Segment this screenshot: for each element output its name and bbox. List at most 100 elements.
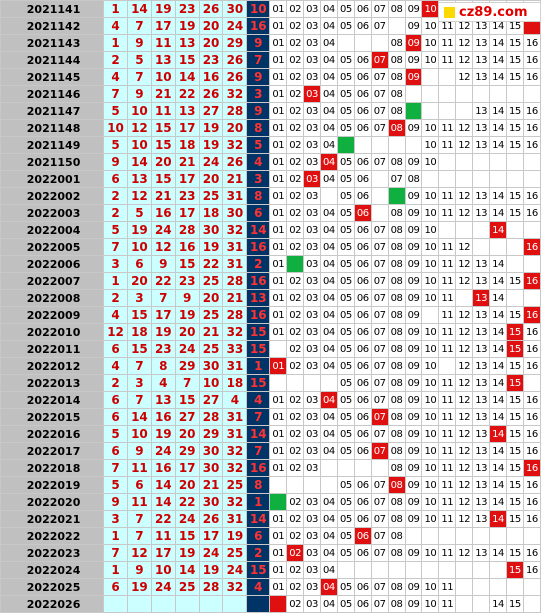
trend-cell: 12 <box>455 493 474 511</box>
blue-ball: 7 <box>246 442 271 460</box>
trend-cell: 13 <box>472 459 491 477</box>
trend-cell <box>353 34 372 52</box>
trend-cell: 13 <box>472 442 491 460</box>
blue-hit-cell: 15 <box>505 340 524 358</box>
red-ball: 22 <box>150 272 176 290</box>
trend-cell: 03 <box>303 493 321 511</box>
trend-cell: 02 <box>286 595 305 613</box>
blue-ball: 13 <box>246 289 271 307</box>
trend-cell: 01 <box>269 459 288 477</box>
trend-cell: 12 <box>455 272 474 290</box>
red-ball: 7 <box>103 238 128 256</box>
blue-ball: 15 <box>246 561 271 579</box>
trend-cell: 03 <box>303 153 321 171</box>
trend-cell: 07 <box>370 68 389 86</box>
red-ball: 20 <box>174 425 200 443</box>
draw-row: 2021147 5 10 11 13 27 28 9 01 02 03 04 05 06 07 08 13 14 1… <box>0 102 541 120</box>
trend-cell: 12 <box>455 459 474 477</box>
draw-row: 2022007 1 20 22 23 25 28 16 01 02 03 04 05 06 07 08 09 10… <box>0 272 541 290</box>
trend-cell <box>489 561 507 579</box>
draw-row: 2022003 2 5 16 17 18 30 6 01 02 03 04 05 06 08 09 10 11 12… <box>0 204 541 222</box>
trend-cell: 03 <box>303 289 321 307</box>
trend-cell <box>522 527 541 545</box>
trend-cell: 06 <box>353 170 372 188</box>
trend-cell <box>472 85 491 103</box>
trend-cell: 08 <box>387 306 406 324</box>
red-ball: 13 <box>150 51 176 69</box>
red-ball: 24 <box>174 510 200 528</box>
trend-cell: 12 <box>455 357 474 375</box>
draw-row: 2022001 6 13 15 17 20 21 3 01 02 03 04 05 06 07 08 <box>0 170 541 188</box>
period-number: 2022017 <box>0 442 105 460</box>
trend-cell: 06 <box>353 153 372 171</box>
blue-ball: 16 <box>246 238 271 256</box>
red-ball: 21 <box>222 289 248 307</box>
trend-cell <box>319 459 338 477</box>
trend-cell: 16 <box>522 425 541 443</box>
draw-row: 2021148 10 12 15 17 19 20 8 01 02 03 04 05 06 07 08 09 10… <box>0 119 541 137</box>
draw-row: 2021143 1 9 11 13 20 29 9 01 02 03 04 08 09 10 11 12 13 14… <box>0 34 541 52</box>
red-ball: 10 <box>126 136 152 154</box>
trend-cell: 06 <box>353 323 372 341</box>
trend-cell: 15 <box>505 595 524 613</box>
trend-cell <box>336 459 355 477</box>
blue-ball: 1 <box>246 357 271 375</box>
red-ball: 25 <box>174 578 200 596</box>
trend-cell: 02 <box>286 119 305 137</box>
red-ball: 9 <box>126 561 152 579</box>
blue-hit-cell: 08 <box>387 476 406 494</box>
trend-cell: 04 <box>319 595 338 613</box>
blue-ball: 1 <box>246 493 271 511</box>
red-ball: 10 <box>150 68 176 86</box>
trend-cell: 10 <box>421 289 440 307</box>
site-logo[interactable]: cz89.com <box>438 2 541 22</box>
blue-ball: 8 <box>246 476 271 494</box>
blue-hit-cell: 07 <box>370 442 389 460</box>
red-ball: 10 <box>126 425 152 443</box>
red-ball: 19 <box>174 17 200 35</box>
trend-cell: 11 <box>438 272 457 290</box>
trend-cell: 06 <box>353 340 372 358</box>
trend-cell: 04 <box>319 170 338 188</box>
trend-cell: 15 <box>505 357 524 375</box>
red-ball <box>198 595 224 613</box>
trend-cell: 14 <box>489 187 507 205</box>
draw-row: 2022015 6 14 16 27 28 31 7 01 02 03 04 05 06 07 08 09 10 1… <box>0 408 541 426</box>
red-ball: 25 <box>198 187 224 205</box>
trend-cell: 15 <box>505 391 524 409</box>
trend-cell: 15 <box>505 119 524 137</box>
trend-cell <box>438 221 457 239</box>
trend-cell: 16 <box>522 357 541 375</box>
trend-cell: 15 <box>505 34 524 52</box>
trend-cell: 14 <box>489 476 507 494</box>
red-ball: 25 <box>198 272 224 290</box>
red-ball: 21 <box>150 85 176 103</box>
trend-cell: 11 <box>438 425 457 443</box>
trend-cell: 09 <box>404 442 423 460</box>
trend-cell: 09 <box>404 17 423 35</box>
blue-hit-cell: 10 <box>421 0 440 18</box>
trend-cell: 15 <box>505 459 524 477</box>
trend-cell: 12 <box>455 306 474 324</box>
red-ball <box>174 595 200 613</box>
trend-cell <box>489 238 507 256</box>
trend-cell: 08 <box>387 544 406 562</box>
trend-cell: 15 <box>505 442 524 460</box>
red-ball: 9 <box>126 85 152 103</box>
trend-cell: 07 <box>370 374 389 392</box>
trend-cell <box>336 561 355 579</box>
trend-cell: 09 <box>404 306 423 324</box>
trend-cell: 13 <box>472 204 491 222</box>
trend-cell: 05 <box>336 289 355 307</box>
trend-cell: 06 <box>353 374 372 392</box>
trend-cell: 14 <box>489 51 507 69</box>
red-ball: 4 <box>103 68 128 86</box>
trend-cell: 13 <box>472 544 491 562</box>
red-ball: 2 <box>103 374 128 392</box>
trend-cell: 04 <box>319 544 338 562</box>
red-ball: 20 <box>198 17 224 35</box>
blue-ball: 9 <box>246 68 271 86</box>
trend-cell: 11 <box>438 255 457 273</box>
trend-cell: 10 <box>421 357 440 375</box>
